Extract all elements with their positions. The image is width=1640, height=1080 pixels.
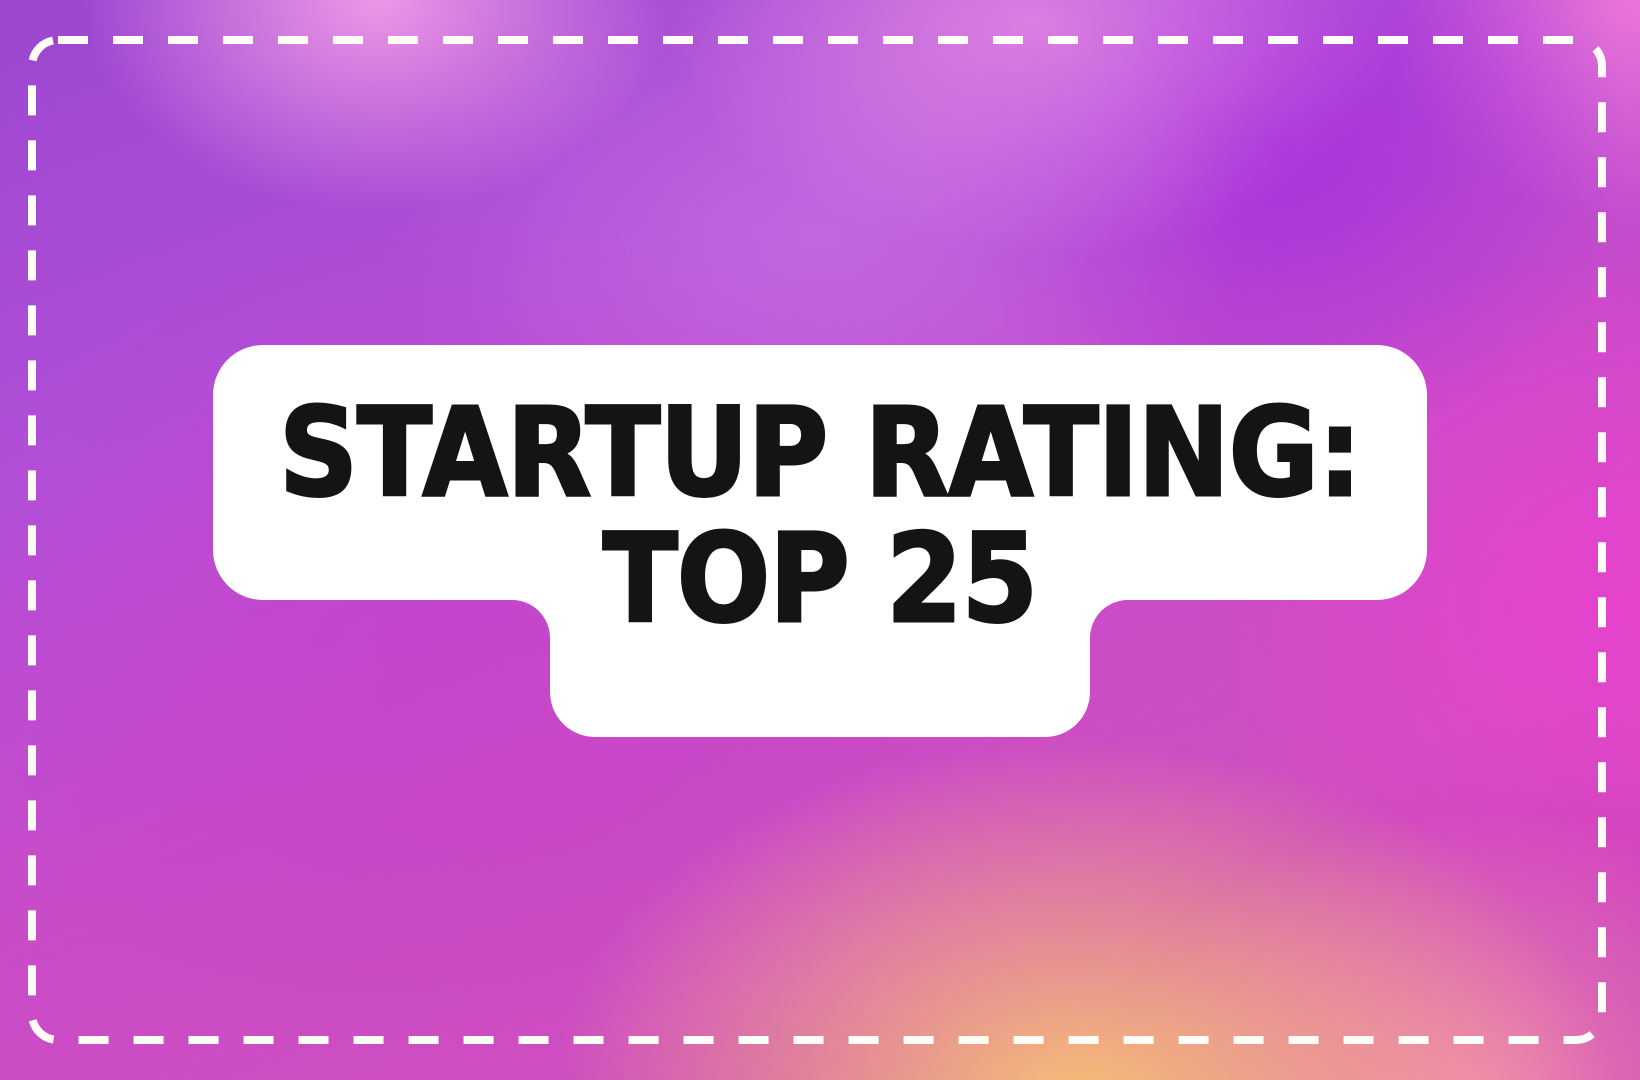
title-line-1: STARTUP RATING: [278,382,1364,524]
banner-title: STARTUP RATING: TOP 25 [213,382,1427,650]
title-line-2: TOP 25 [601,508,1039,650]
title-card-blob [213,345,1427,737]
